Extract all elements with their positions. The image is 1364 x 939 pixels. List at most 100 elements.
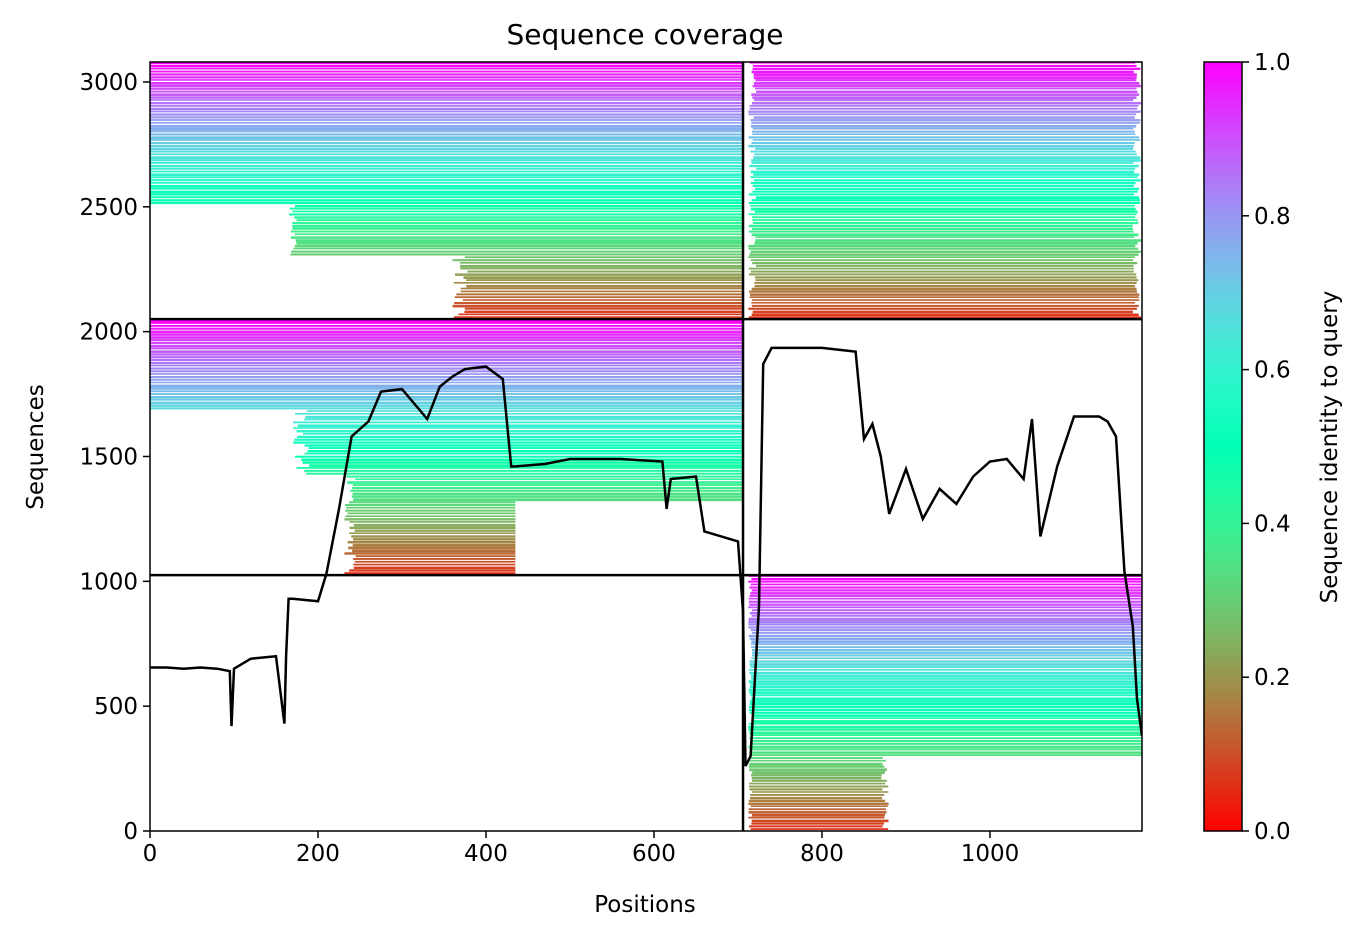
coverage-strip <box>353 538 516 541</box>
coverage-strip <box>752 216 1136 219</box>
coverage-strip <box>748 688 1142 692</box>
colorbar-tick-label: 0.8 <box>1254 204 1291 230</box>
coverage-strip <box>345 515 516 518</box>
coverage-strip <box>749 700 1142 703</box>
colorbar-tick-label: 0.0 <box>1254 819 1291 845</box>
y-tick-label: 0 <box>123 819 138 845</box>
coverage-strip <box>292 210 743 213</box>
y-tick-label: 2000 <box>79 320 138 346</box>
x-tick-label: 600 <box>632 841 676 867</box>
coverage-strip <box>752 84 1141 88</box>
coverage-strip <box>466 279 743 281</box>
coverage-strip <box>150 96 743 99</box>
coverage-strip <box>748 722 1142 725</box>
coverage-strip <box>350 489 743 492</box>
coverage-strip <box>150 67 743 70</box>
coverage-strip <box>150 87 743 90</box>
coverage-strip <box>348 546 516 550</box>
coverage-strip <box>750 629 1142 632</box>
coverage-strip <box>150 116 743 119</box>
coverage-strip <box>150 350 743 353</box>
coverage-strip <box>353 498 743 502</box>
coverage-strip <box>150 104 743 107</box>
x-tick-label: 200 <box>296 841 340 867</box>
coverage-strip <box>295 239 743 243</box>
coverage-strip <box>454 302 743 305</box>
coverage-strip <box>150 407 743 410</box>
y-axis-label: Sequences <box>23 384 49 509</box>
coverage-strip <box>293 421 743 424</box>
coverage-strip <box>150 330 743 334</box>
coverage-strip <box>150 193 743 196</box>
coverage-strip <box>150 367 743 370</box>
coverage-strip <box>345 504 516 507</box>
coverage-strip <box>750 592 1142 595</box>
coverage-strip <box>748 144 1134 148</box>
coverage-strip <box>752 813 885 817</box>
colorbar-tick-label: 0.2 <box>1254 665 1291 691</box>
coverage-strip <box>150 76 743 79</box>
coverage-strip <box>754 242 1138 245</box>
coverage-strip <box>150 93 743 96</box>
coverage-strip <box>150 147 743 151</box>
coverage-strip <box>748 799 886 803</box>
coverage-strip <box>150 153 743 156</box>
colorbar-tick-label: 0.4 <box>1254 511 1291 537</box>
coverage-strip <box>752 649 1142 652</box>
coverage-strip <box>751 299 1140 301</box>
coverage-strip <box>295 413 743 415</box>
coverage-strip <box>749 671 1142 675</box>
coverage-strip <box>150 344 743 348</box>
coverage-strip <box>150 179 743 182</box>
x-tick-label: 1000 <box>961 841 1020 867</box>
coverage-strip <box>349 569 516 572</box>
coverage-strip <box>754 210 1138 213</box>
coverage-strip <box>304 444 744 447</box>
y-tick-label: 1500 <box>79 444 138 470</box>
coverage-strip <box>751 589 1142 592</box>
coverage-strip <box>460 290 743 293</box>
coverage-strip <box>751 233 1139 237</box>
coverage-strip <box>751 162 1134 164</box>
coverage-strip <box>755 196 1140 200</box>
coverage-strip <box>750 124 1137 128</box>
coverage-strip <box>293 247 744 250</box>
coverage-strip <box>751 677 1142 680</box>
coverage-strip <box>751 720 1142 723</box>
coverage-strip <box>150 339 743 342</box>
coverage-strip <box>752 714 1142 717</box>
x-axis-label: Positions <box>594 892 696 918</box>
x-tick-label: 400 <box>464 841 508 867</box>
coverage-strip <box>748 725 1142 729</box>
coverage-strip <box>754 99 1134 102</box>
coverage-strip <box>150 173 743 176</box>
coverage-strip <box>752 190 1138 193</box>
coverage-strip <box>753 116 1135 119</box>
coverage-strip <box>150 322 743 324</box>
coverage-strip <box>150 341 743 344</box>
coverage-strip <box>751 643 1142 645</box>
coverage-strip <box>352 486 744 490</box>
coverage-strip <box>150 156 743 160</box>
coverage-strip <box>752 771 885 775</box>
coverage-strip <box>150 124 743 128</box>
coverage-strip <box>749 785 889 788</box>
coverage-strip <box>753 76 1137 80</box>
coverage-strip <box>750 170 1135 174</box>
y-axis: 0 500 1000 1500 2000 2500 3000 <box>79 70 150 845</box>
coverage-strip <box>150 170 743 173</box>
coverage-strip <box>748 244 1136 248</box>
coverage-strip <box>751 287 1137 291</box>
coverage-strip <box>748 213 1137 216</box>
coverage-strip <box>751 227 1133 231</box>
coverage-strip <box>750 794 885 796</box>
coverage-strip <box>354 529 516 532</box>
coverage-strip <box>150 390 743 393</box>
coverage-strip <box>292 224 743 228</box>
coverage-strip <box>751 646 1142 649</box>
coverage-strip <box>453 282 744 284</box>
coverage-strip <box>346 506 516 509</box>
coverage-strip <box>748 626 1142 629</box>
coverage-strip <box>750 182 1136 185</box>
